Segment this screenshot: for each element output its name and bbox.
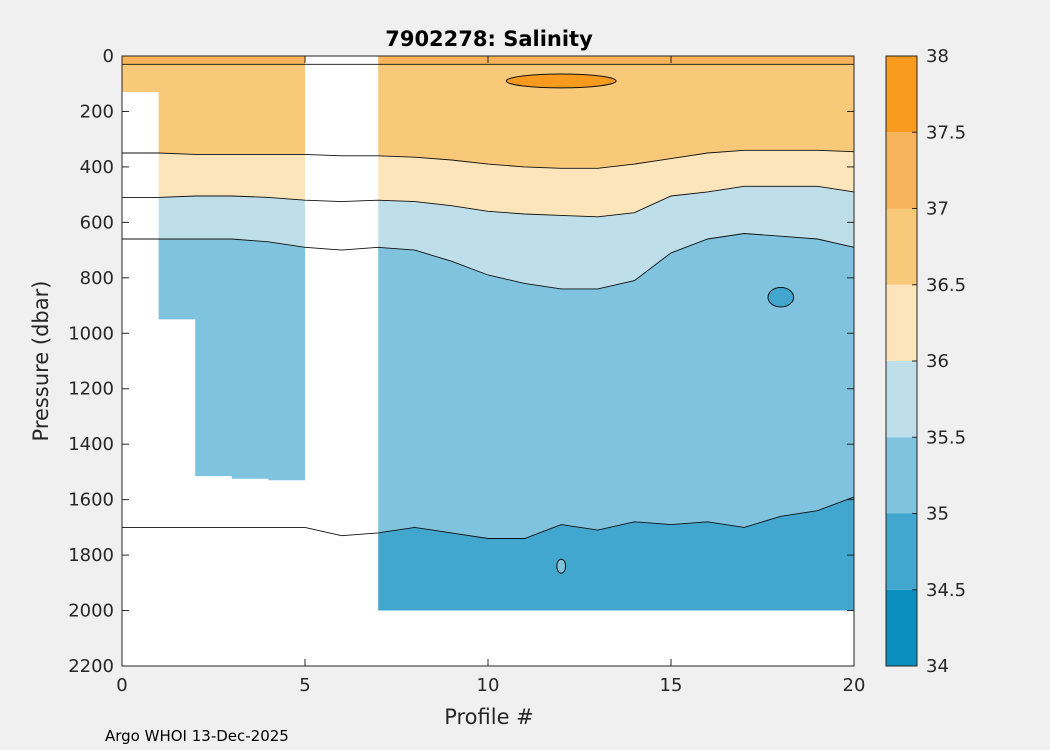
colorbar-tick-label: 36 — [926, 351, 949, 372]
colorbar-bin — [886, 437, 917, 514]
x-tick-label: 10 — [477, 675, 500, 696]
y-axis: 0 200 400 600 800 1000 1200 1400 1600 1800 2000 220… — [68, 46, 854, 677]
x-axis: 0 5 10 15 20 — [116, 56, 865, 696]
colorbar-tick-label: 35.5 — [926, 427, 966, 448]
colorbar-tick-label: 34 — [926, 656, 949, 677]
colorbar-tick-label: 37 — [926, 199, 949, 220]
y-tick-label: 2200 — [68, 656, 114, 677]
contour-deep — [122, 496, 855, 539]
y-tick-label: 1600 — [68, 490, 114, 511]
colorbar-tick-label: 38 — [926, 46, 949, 67]
y-tick-label: 1200 — [68, 379, 114, 400]
patch-eddy-1 — [767, 287, 795, 308]
contour-thermocline — [122, 185, 855, 218]
y-tick-label: 1800 — [68, 545, 114, 566]
colorbar: 34 34.5 35 35.5 36 36.5 37 37.5 38 — [885, 46, 966, 677]
colorbar-tick-label: 36.5 — [926, 275, 966, 296]
x-tick-label: 20 — [843, 675, 866, 696]
contour-lines — [122, 63, 855, 539]
x-tick-label: 5 — [299, 675, 310, 696]
x-axis-title: Profile # — [444, 705, 534, 729]
y-tick-label: 1000 — [68, 323, 114, 344]
y-tick-label: 400 — [80, 157, 114, 178]
patch-eddy-3 — [556, 558, 567, 574]
colorbar-tick-label: 35 — [926, 504, 949, 525]
contour-upper-light — [122, 149, 855, 169]
y-tick-label: 1400 — [68, 434, 114, 455]
colorbar-bin — [886, 132, 917, 209]
y-tick-label: 0 — [103, 46, 114, 67]
contour-intermediate — [122, 233, 855, 290]
patch-surface-patch — [505, 73, 617, 89]
y-tick-label: 200 — [80, 101, 114, 122]
colorbar-bin — [886, 56, 917, 133]
colorbar-bin — [886, 361, 917, 438]
y-tick-label: 2000 — [68, 601, 114, 622]
x-tick-label: 15 — [660, 675, 683, 696]
x-tick-label: 0 — [116, 675, 127, 696]
colorbar-bin — [886, 208, 917, 285]
y-tick-label: 600 — [80, 212, 114, 233]
y-axis-title: Pressure (dbar) — [29, 281, 53, 442]
y-tick-label: 800 — [80, 268, 114, 289]
colorbar-bin — [886, 513, 917, 590]
colorbar-bin — [886, 589, 917, 666]
colorbar-tick-label: 37.5 — [926, 122, 966, 143]
chart-title: 7902278: Salinity — [385, 27, 593, 51]
footer-credit: Argo WHOI 13-Dec-2025 — [105, 727, 289, 745]
colorbar-tick-label: 34.5 — [926, 580, 966, 601]
missing-data-mask — [122, 56, 854, 666]
colorbar-bin — [886, 284, 917, 361]
mask-missing-profiles — [305, 56, 379, 209]
mask-deep — [122, 92, 854, 666]
